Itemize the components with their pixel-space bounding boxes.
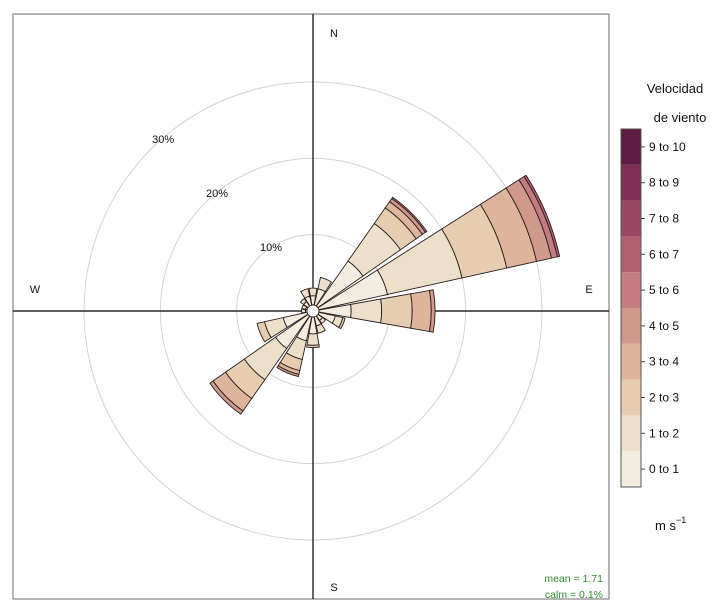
radial-label: 20% [206,188,228,200]
legend-swatch [621,379,641,416]
legend-label: 6 to 7 [649,247,679,261]
compass-label-s: S [330,582,337,594]
radial-label: 30% [152,134,174,146]
petal-segment [428,289,436,333]
legend-label: 4 to 5 [649,319,679,333]
petal-segment [209,380,244,415]
calm-stat: calm = 0.1% [545,589,603,601]
legend-label: 7 to 8 [649,212,679,226]
petal-segment [301,308,307,314]
petal-segment [308,287,318,297]
petal-segment [380,293,413,329]
legend-label: 0 to 1 [649,462,679,476]
legend-swatch [621,343,641,380]
petal-segment [391,196,428,233]
legend-border [620,128,642,488]
legend-label: 9 to 10 [649,140,686,154]
windrose-petals [209,174,561,415]
legend-swatch [621,308,641,344]
petal-segment [338,317,346,330]
legend-label: 8 to 9 [649,176,679,190]
petal-segment [306,333,320,346]
legend-colorbar: 0 to 1 1 to 2 2 to 3 3 to 4 4 to 5 5 to 6 6 to… [620,128,686,488]
legend-label: 2 to 3 [649,391,679,405]
petal-segment [410,289,432,333]
compass-label-w: W [30,284,41,296]
petal-segment [318,316,327,325]
petal-segment [301,304,308,310]
center-calm-circle [306,304,320,318]
legend-label: 1 to 2 [649,426,679,440]
compass-label-n: N [330,28,338,40]
legend-swatch [621,451,641,487]
legend-swatch [621,200,641,237]
petal-segment [276,365,300,378]
compass-label-e: E [585,284,592,296]
petal-segment [299,297,308,306]
petal-segment [306,344,320,349]
legend-unit: m s−1 [655,515,686,533]
legend-swatch [621,236,641,273]
mean-stat: mean = 1.71 [544,573,603,585]
petal-segment [300,288,311,299]
petal-segment [315,323,326,334]
legend-swatch [621,129,641,165]
legend-label: 3 to 4 [649,355,679,369]
radial-label: 10% [260,242,282,254]
petal-segment [317,276,333,293]
petal-segment [523,174,561,258]
legend-swatch [621,272,641,308]
radial-labels: 10% 20% 30% [152,134,282,254]
legend-swatch [621,164,641,201]
legend-swatch [621,415,641,452]
legend-title-line1: Velocidad [647,81,703,96]
petal-segment [256,321,272,343]
legend-label: 5 to 6 [649,283,679,297]
legend-title-line2: de viento [654,110,707,125]
